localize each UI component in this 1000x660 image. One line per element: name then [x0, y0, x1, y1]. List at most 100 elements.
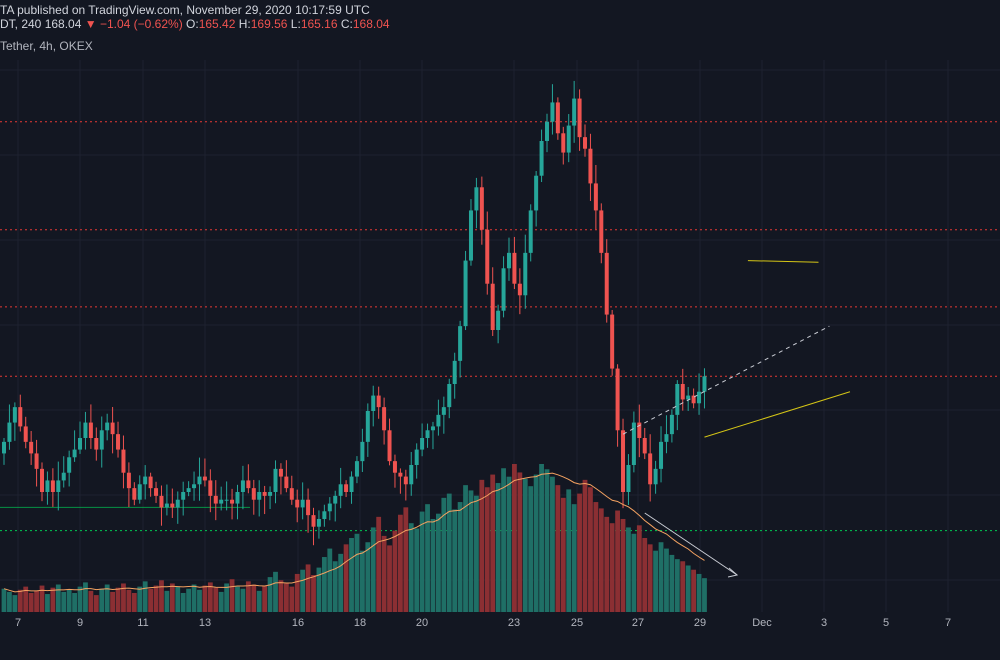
- candle-body: [154, 488, 159, 496]
- channel-upper-line: [747, 260, 819, 263]
- volume-bar: [408, 523, 414, 612]
- candle-body: [170, 503, 175, 508]
- candle-body: [278, 468, 283, 477]
- volume-bar: [121, 583, 126, 612]
- candle-body: [126, 472, 131, 489]
- candle-body: [219, 499, 224, 504]
- candle-body: [164, 503, 169, 508]
- volume-bar: [620, 518, 626, 612]
- channel-midline: [622, 325, 830, 435]
- volume-bar: [218, 591, 224, 612]
- x-tick-label: 29: [694, 617, 706, 629]
- volume-bar: [77, 586, 83, 612]
- candle-body: [202, 476, 207, 481]
- candle-body: [327, 503, 332, 512]
- candle-body: [626, 465, 631, 492]
- publish-text: TA published on TradingView.com, Novembe…: [0, 3, 370, 17]
- candle-body: [88, 422, 93, 438]
- volume-bar: [403, 507, 409, 612]
- volume-bar: [528, 486, 534, 612]
- volume-bar: [696, 573, 702, 612]
- candle-body: [50, 480, 55, 492]
- volume-bar: [425, 504, 430, 612]
- candle-body: [610, 314, 615, 369]
- volume-bar: [512, 464, 517, 612]
- candle-body: [67, 457, 72, 473]
- volume-bar: [305, 564, 311, 612]
- volume-bar: [115, 587, 121, 612]
- ohlc-low-label: L:: [290, 17, 301, 31]
- candle-body: [691, 395, 696, 404]
- candle-body: [669, 414, 674, 435]
- ohlc-high: 169.56: [250, 17, 288, 31]
- candle-body: [382, 407, 387, 431]
- candle-body: [72, 449, 77, 458]
- candle-body: [12, 407, 17, 423]
- volume-bar: [642, 538, 648, 612]
- candle-body: [403, 476, 408, 485]
- candle-body: [425, 430, 430, 438]
- candle-body: [463, 260, 468, 327]
- candle-body: [496, 310, 501, 330]
- volume-bar: [539, 464, 544, 612]
- volume-bar: [566, 489, 572, 612]
- volume-bar: [555, 485, 561, 612]
- volume-bar: [370, 527, 376, 612]
- volume-bar: [392, 530, 398, 612]
- candle-body: [99, 430, 104, 450]
- candle-body: [490, 283, 495, 330]
- candle-body: [583, 137, 588, 149]
- volume-bar: [316, 567, 322, 612]
- candle-body: [235, 492, 240, 504]
- candle-body: [251, 488, 256, 500]
- volume-bar: [664, 548, 669, 612]
- ohlc-close-label: C:: [340, 17, 353, 31]
- candle-body: [376, 395, 381, 408]
- volume-bar: [457, 502, 463, 612]
- volume-bar: [631, 533, 637, 612]
- candle-body: [365, 411, 370, 442]
- volume-bar: [517, 472, 523, 612]
- volume-bar: [39, 585, 45, 612]
- candle-body: [675, 384, 680, 415]
- volume-bar: [604, 516, 610, 612]
- volume-bar: [522, 478, 528, 612]
- volume-bar: [1, 588, 7, 612]
- candle-body: [349, 476, 354, 492]
- volume-bar: [28, 592, 34, 612]
- candle-body: [116, 434, 121, 450]
- volume-bar: [463, 485, 468, 612]
- candle-body: [159, 495, 164, 508]
- candle-body: [143, 476, 148, 485]
- candle-body: [322, 511, 327, 519]
- x-tick-label: 18: [354, 617, 366, 629]
- volume-bar: [311, 575, 316, 612]
- candle-body: [534, 175, 539, 211]
- volume-bar: [381, 535, 387, 612]
- price-change: ▼ −1.04 (−0.62%): [84, 17, 183, 31]
- volume-bar: [550, 476, 555, 612]
- volume-bar: [148, 588, 154, 612]
- candle-body: [642, 438, 647, 454]
- volume-bar: [598, 508, 604, 612]
- candle-body: [61, 472, 66, 481]
- volume-bar: [349, 538, 354, 612]
- candle-body: [479, 187, 484, 230]
- candle-body: [311, 515, 316, 527]
- volume-bar: [12, 595, 18, 612]
- ohlc-open: 165.42: [198, 17, 236, 31]
- candle-body: [420, 438, 425, 450]
- candle-body: [637, 422, 642, 438]
- x-tick-label: 3: [821, 617, 827, 629]
- volume-bar: [674, 559, 680, 612]
- candle-body: [23, 426, 28, 442]
- candle-body: [34, 453, 39, 469]
- volume-bar: [658, 542, 664, 612]
- candle-body: [555, 102, 560, 134]
- volume-bar: [468, 490, 474, 612]
- volume-bar: [180, 592, 186, 612]
- x-tick-label: 5: [883, 617, 889, 629]
- channel-lower-line: [704, 391, 851, 438]
- candle-body: [604, 252, 609, 315]
- volume-bar: [159, 580, 164, 612]
